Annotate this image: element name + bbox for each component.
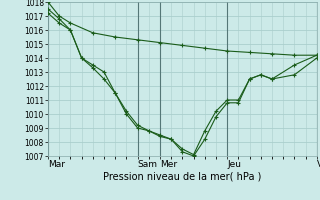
X-axis label: Pression niveau de la mer( hPa ): Pression niveau de la mer( hPa ) bbox=[103, 172, 261, 182]
